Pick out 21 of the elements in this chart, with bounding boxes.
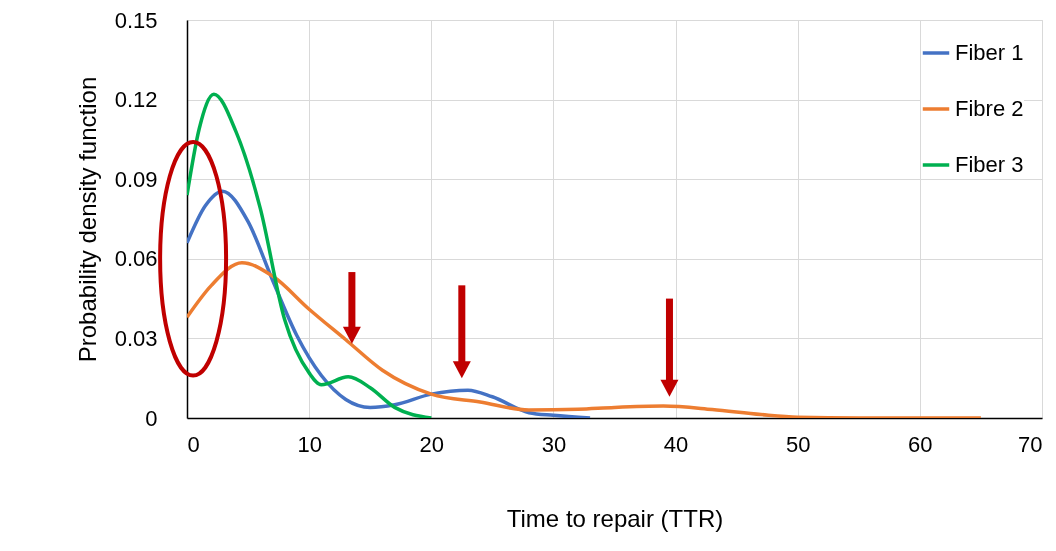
x-tick-label: 40 — [663, 431, 689, 457]
x-axis-title: Time to repair (TTR) — [506, 504, 724, 532]
legend-label: Fiber 3 — [955, 152, 1024, 177]
y-tick-label: 0.09 — [114, 166, 158, 192]
y-tick-label: 0 — [145, 405, 158, 431]
legend-label: Fibre 2 — [955, 96, 1024, 121]
x-tick-label: 10 — [297, 431, 322, 457]
y-tick-label: 0.06 — [114, 246, 158, 272]
line-series — [187, 261, 983, 418]
legend-label: Fiber 1 — [955, 40, 1024, 65]
y-tick-label: 0.03 — [114, 325, 158, 351]
x-tick-label: 70 — [1018, 431, 1043, 457]
x-tick-label: 60 — [908, 431, 933, 457]
x-tick-label: 20 — [419, 431, 445, 457]
y-tick-label: 0.15 — [114, 7, 158, 33]
y-tick-label: 0.12 — [114, 87, 158, 113]
x-tick-label: 0 — [187, 431, 200, 457]
x-tick-label: 30 — [541, 431, 567, 457]
x-tick-label: 50 — [785, 431, 811, 457]
line-series — [187, 92, 434, 418]
y-axis-title: Probability density function — [73, 76, 101, 363]
